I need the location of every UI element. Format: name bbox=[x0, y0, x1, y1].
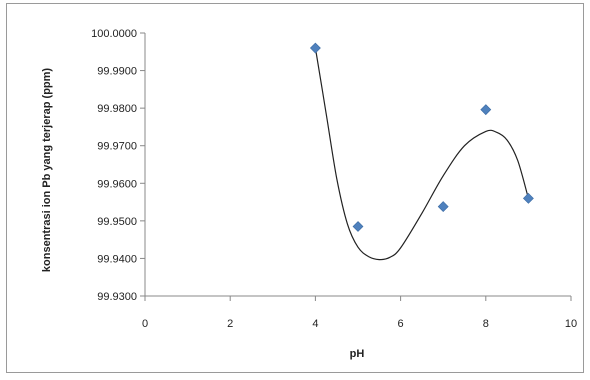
x-tick-label: 0 bbox=[142, 318, 148, 330]
data-point bbox=[522, 192, 534, 204]
y-tick-label: 99.9800 bbox=[97, 103, 137, 115]
trendline bbox=[314, 47, 529, 261]
x-tick-label: 6 bbox=[398, 318, 404, 330]
plot-layer: 99.9300 99.9400 99.9500 99.9600 99.9700 99.98… bbox=[91, 28, 577, 330]
x-tick-label: 8 bbox=[483, 318, 489, 330]
chart-area bbox=[6, 3, 584, 373]
x-tick-label: 2 bbox=[227, 318, 233, 330]
y-tick-label: 99.9400 bbox=[97, 253, 137, 265]
y-tick-label: 100.0000 bbox=[91, 28, 137, 40]
x-tick-label: 4 bbox=[312, 318, 318, 330]
y-tick-label: 99.9900 bbox=[97, 66, 137, 78]
data-point bbox=[309, 42, 321, 54]
y-tick-label: 99.9300 bbox=[97, 291, 137, 303]
x-tick-label: 10 bbox=[565, 318, 577, 330]
y-tick-label: 99.9600 bbox=[97, 178, 137, 190]
y-tick-label: 99.9700 bbox=[97, 141, 137, 153]
data-point bbox=[480, 104, 492, 116]
x-axis-title: pH bbox=[350, 348, 365, 360]
y-axis-title: konsentrasi ion Pb yang terjerap (ppm) bbox=[41, 68, 53, 272]
y-tick-label: 99.9500 bbox=[97, 216, 137, 228]
data-point bbox=[437, 201, 449, 213]
data-point bbox=[352, 221, 364, 232]
